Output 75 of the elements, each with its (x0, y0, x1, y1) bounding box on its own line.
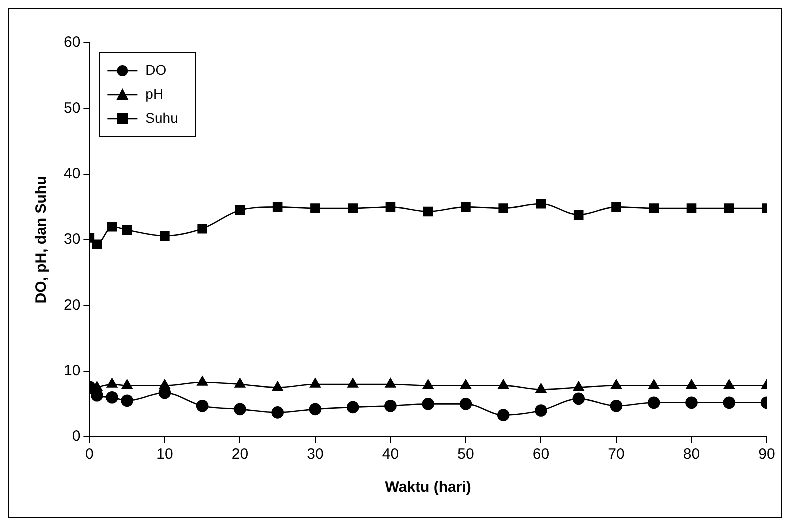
x-tick-label: 0 (86, 446, 94, 464)
point (724, 380, 735, 390)
x-tick-label: 20 (232, 446, 249, 464)
point (196, 400, 209, 412)
point (422, 380, 434, 390)
point (686, 204, 697, 214)
point (272, 382, 284, 392)
legend-label: Suhu (146, 110, 178, 126)
point (348, 378, 358, 388)
y-tick-label: 20 (64, 296, 81, 314)
point (536, 384, 547, 394)
x-tick-label: 30 (307, 446, 324, 464)
point (122, 380, 133, 390)
x-tick-label: 90 (758, 446, 776, 464)
point (648, 396, 660, 410)
point (612, 202, 622, 212)
point (497, 409, 510, 422)
x-tick-label: 60 (532, 446, 550, 464)
point (272, 202, 283, 212)
y-tick-label: 0 (72, 428, 81, 446)
point (106, 391, 118, 404)
point (235, 206, 246, 216)
point (574, 210, 584, 220)
point (384, 400, 397, 412)
x-tick-label: 70 (608, 446, 625, 464)
point (648, 380, 660, 390)
point (92, 240, 102, 250)
point (122, 225, 132, 236)
point (422, 398, 434, 410)
point (686, 396, 698, 410)
point (423, 206, 434, 217)
y-tick-label: 10 (64, 362, 81, 380)
point (535, 404, 548, 417)
point (498, 380, 510, 390)
x-tick-label: 40 (382, 446, 400, 464)
point (610, 400, 623, 412)
x-tick-label: 10 (156, 446, 174, 464)
point (611, 380, 622, 390)
point (460, 398, 472, 410)
point (197, 376, 208, 386)
point (723, 396, 736, 410)
point (572, 392, 586, 406)
point (309, 403, 322, 416)
point (686, 380, 698, 390)
point (160, 231, 170, 241)
point (234, 403, 246, 416)
point (346, 401, 360, 414)
point (106, 378, 118, 388)
point (573, 382, 584, 392)
x-tick-label: 80 (683, 446, 700, 464)
point (310, 378, 321, 388)
y-tick-label: 40 (64, 165, 81, 182)
point (724, 204, 734, 214)
y-tick-label: 60 (64, 34, 81, 52)
point (460, 380, 472, 390)
point (386, 202, 396, 212)
y-tick-label: 30 (64, 231, 81, 248)
point (310, 204, 320, 214)
point (348, 204, 358, 214)
point (121, 394, 134, 408)
point (272, 406, 284, 419)
point (198, 224, 208, 234)
x-axis-title: Waktu (hari) (385, 479, 472, 496)
legend-label: DO (146, 62, 167, 78)
point (536, 198, 546, 209)
point (107, 222, 118, 232)
point (234, 378, 246, 388)
point (498, 204, 508, 214)
y-tick-label: 50 (64, 100, 81, 117)
y-axis-title: DO, pH, dan Suhu (33, 176, 50, 304)
legend-label: pH (146, 86, 164, 102)
point (649, 204, 660, 214)
x-tick-label: 50 (458, 446, 474, 464)
point (461, 202, 471, 212)
point (385, 378, 396, 388)
